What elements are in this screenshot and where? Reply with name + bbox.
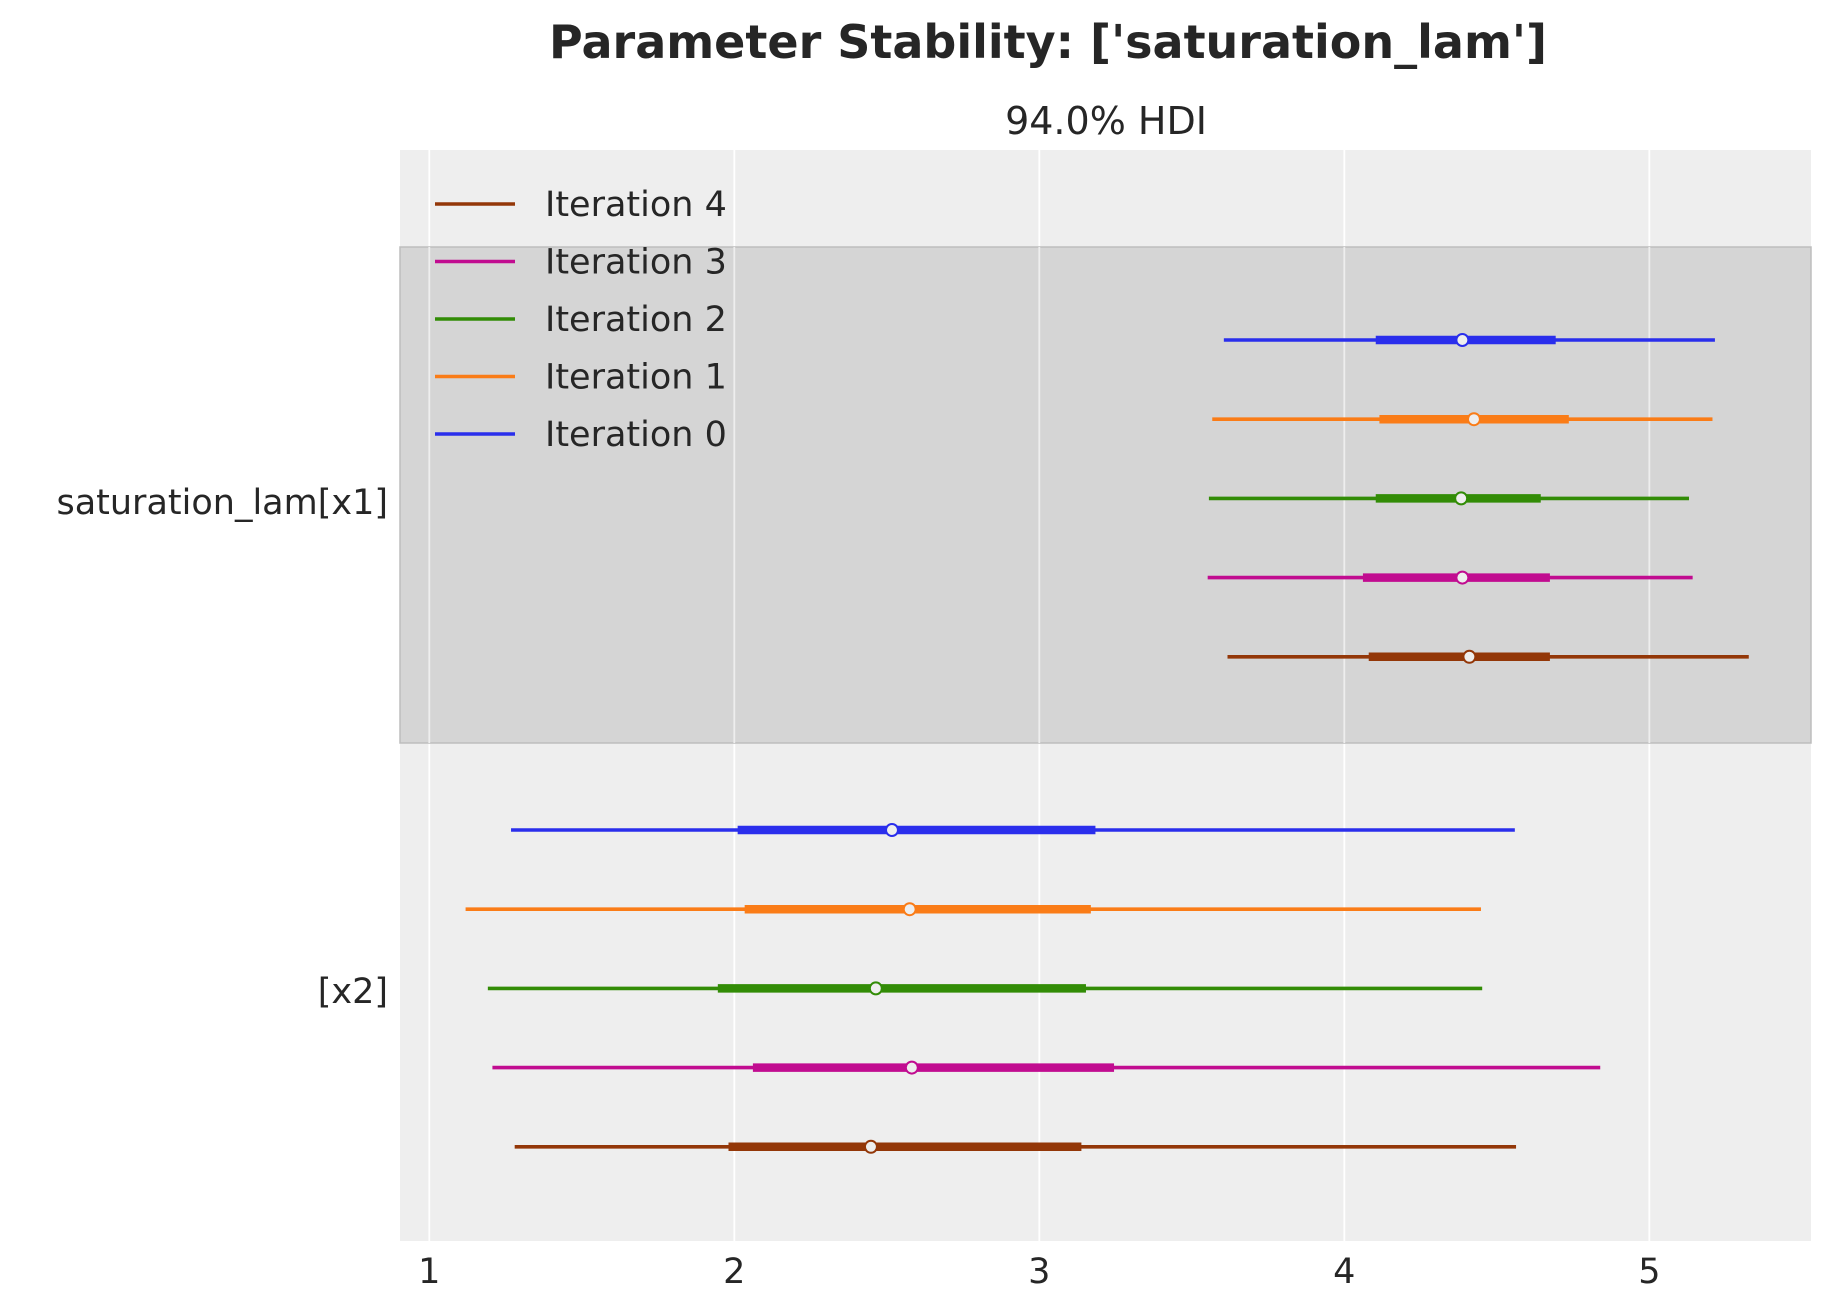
forest-row [1207,570,1693,585]
median-point [1455,570,1470,585]
forest-row [1212,412,1713,427]
forest-row [514,1139,1517,1154]
median-point [884,823,899,837]
forest-row [492,1060,1601,1075]
chart-subtitle: 94.0% HDI [1005,99,1207,143]
forest-row [1227,649,1749,664]
median-point [1455,333,1470,347]
forest-row [487,981,1483,996]
median-point [863,1139,878,1154]
x-tick-label: 1 [418,1252,440,1292]
legend-entry: Iteration 4 [435,185,727,225]
x-tick-label: 3 [1028,1252,1050,1292]
x-tick-label: 5 [1638,1252,1660,1292]
forest-row [1208,491,1689,506]
y-axis-label: [x2] [318,972,388,1012]
legend-entry: Iteration 2 [435,300,727,340]
legend-label: Iteration 1 [545,358,727,398]
x-tick-label: 4 [1333,1252,1355,1292]
y-axis-label: saturation_lam[x1] [56,483,388,523]
median-point [1454,491,1469,506]
median-point [868,981,883,996]
legend-label: Iteration 2 [545,300,727,340]
legend-label: Iteration 4 [545,185,727,225]
median-point [904,1060,919,1075]
median-point [1462,649,1477,664]
legend-label: Iteration 0 [545,415,727,455]
forest-row [511,823,1515,837]
legend-label: Iteration 3 [545,243,727,283]
legend-entry: Iteration 1 [435,358,727,398]
legend-entry: Iteration 3 [435,243,727,283]
x-tick-label: 2 [723,1252,745,1292]
chart-title: Parameter Stability: ['saturation_lam'] [549,15,1547,69]
median-point [1466,412,1481,427]
forest-row [465,902,1481,917]
median-point [902,902,917,917]
legend-entry: Iteration 0 [435,415,727,455]
highlight-band-x1 [399,246,1812,744]
forest-row [1223,333,1715,347]
